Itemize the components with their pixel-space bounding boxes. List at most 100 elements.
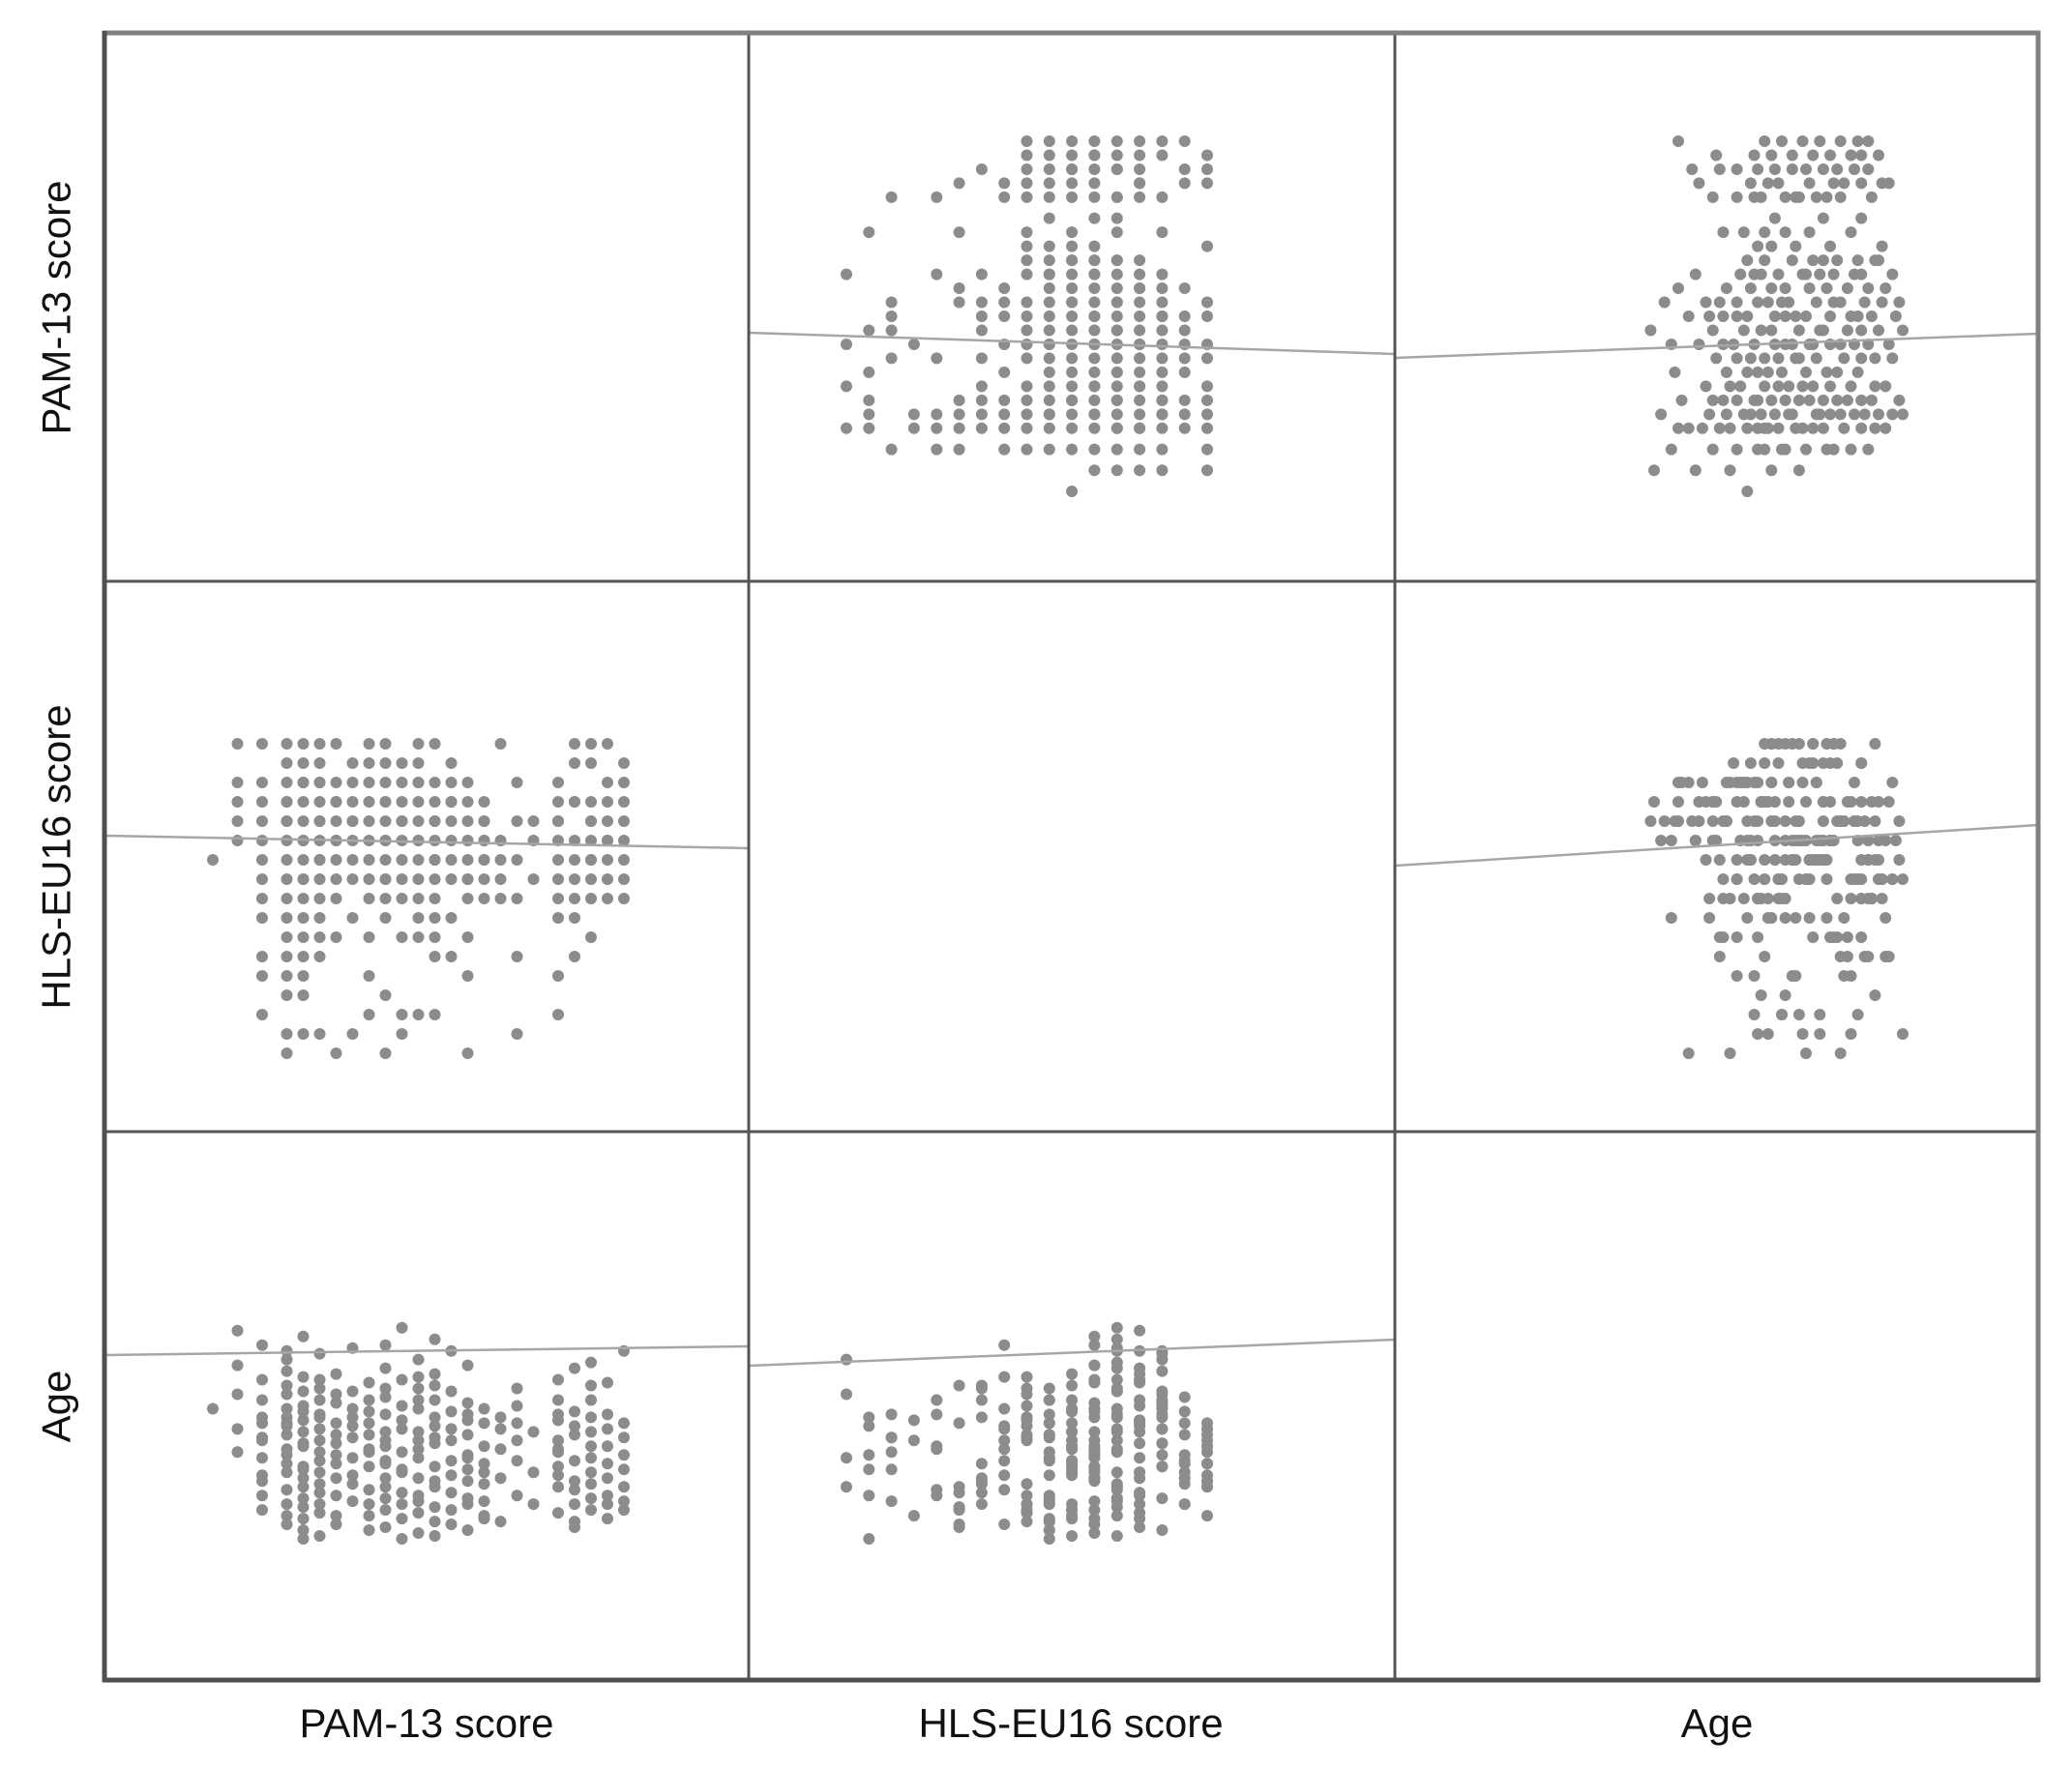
data-point: [618, 1495, 630, 1508]
data-point: [1820, 873, 1833, 885]
data-point: [429, 738, 441, 750]
data-point: [445, 854, 458, 866]
data-point: [1876, 893, 1888, 904]
data-point: [363, 1524, 375, 1536]
data-point: [585, 1440, 597, 1453]
data-point: [1066, 191, 1079, 203]
data-point: [1761, 422, 1774, 434]
data-point: [445, 1455, 458, 1467]
data-point: [618, 1481, 630, 1493]
data-point: [1021, 1498, 1033, 1511]
data-point: [1134, 254, 1146, 267]
data-point: [281, 757, 293, 769]
data-point: [412, 873, 425, 885]
data-point: [1759, 873, 1771, 885]
data-point: [1713, 296, 1726, 309]
data-point: [412, 1527, 425, 1539]
data-point: [281, 893, 293, 904]
data-point: [330, 1388, 342, 1401]
data-point: [618, 854, 630, 866]
data-point: [1886, 268, 1899, 280]
data-point: [585, 893, 597, 904]
data-point: [1021, 149, 1033, 162]
data-point: [445, 1385, 458, 1398]
data-point: [1043, 1429, 1055, 1441]
data-point: [297, 854, 310, 866]
data-point: [1110, 324, 1123, 337]
data-point: [1156, 1460, 1169, 1473]
data-point: [552, 873, 564, 885]
data-point: [363, 873, 375, 885]
data-point: [1201, 408, 1213, 421]
data-point: [1814, 135, 1826, 147]
data-point: [379, 1481, 392, 1493]
data-point: [1814, 835, 1826, 846]
data-point: [1858, 408, 1871, 421]
data-point: [1731, 191, 1743, 203]
data-point: [1744, 854, 1757, 866]
data-point: [527, 1426, 540, 1438]
data-point: [1021, 254, 1033, 267]
data-point: [1644, 324, 1657, 337]
data-point: [1043, 310, 1055, 322]
data-point: [1696, 777, 1708, 788]
data-point: [1686, 815, 1699, 827]
data-point: [569, 1484, 580, 1496]
data-point: [379, 757, 392, 769]
data-point: [1134, 422, 1146, 434]
data-point: [461, 1429, 474, 1441]
regression-lines: [104, 331, 2039, 1368]
data-point: [1043, 163, 1055, 175]
regression-line: [748, 331, 1396, 356]
data-point: [1706, 443, 1719, 456]
data-point: [379, 1391, 392, 1403]
data-point: [1752, 394, 1764, 406]
regression-line: [1394, 823, 2039, 868]
data-point: [863, 1411, 875, 1424]
data-point: [1703, 310, 1716, 322]
data-point: [1768, 212, 1781, 224]
data-point: [429, 1481, 441, 1493]
data-point: [1178, 1449, 1191, 1461]
data-point: [1710, 149, 1723, 162]
data-point: [1873, 149, 1884, 162]
data-point: [1834, 135, 1847, 147]
data-point: [569, 757, 580, 769]
data-point: [1768, 854, 1781, 866]
data-point: [1865, 191, 1878, 203]
data-point: [1088, 1339, 1101, 1351]
data-point: [1786, 254, 1798, 267]
data-point: [1786, 149, 1798, 162]
data-point: [1110, 1321, 1123, 1334]
data-point: [1744, 352, 1757, 365]
data-point: [1043, 1408, 1055, 1421]
data-point: [494, 1423, 507, 1435]
data-point: [1134, 352, 1146, 365]
data-point: [1021, 1431, 1033, 1444]
data-point: [569, 1475, 580, 1488]
data-point: [412, 1472, 425, 1485]
data-point: [281, 815, 293, 827]
data-point: [396, 1373, 408, 1386]
data-point: [1156, 1437, 1169, 1450]
data-point: [1156, 1344, 1169, 1357]
data-point: [1706, 191, 1719, 203]
data-point: [552, 1469, 564, 1482]
data-point: [297, 1501, 310, 1514]
data-point: [1658, 815, 1671, 827]
data-point: [975, 310, 988, 322]
data-point: [552, 777, 564, 788]
data-point: [1796, 757, 1809, 769]
data-point: [1110, 1492, 1123, 1505]
data-point: [346, 1402, 359, 1415]
data-point: [1156, 296, 1169, 309]
data-point: [1110, 394, 1123, 406]
data-point: [1088, 352, 1101, 365]
data-point: [330, 1472, 342, 1485]
data-point: [602, 777, 613, 788]
data-point: [1110, 212, 1123, 224]
data-point: [585, 796, 597, 808]
data-point: [1134, 1426, 1146, 1438]
data-point: [1731, 443, 1743, 456]
data-point: [602, 796, 613, 808]
